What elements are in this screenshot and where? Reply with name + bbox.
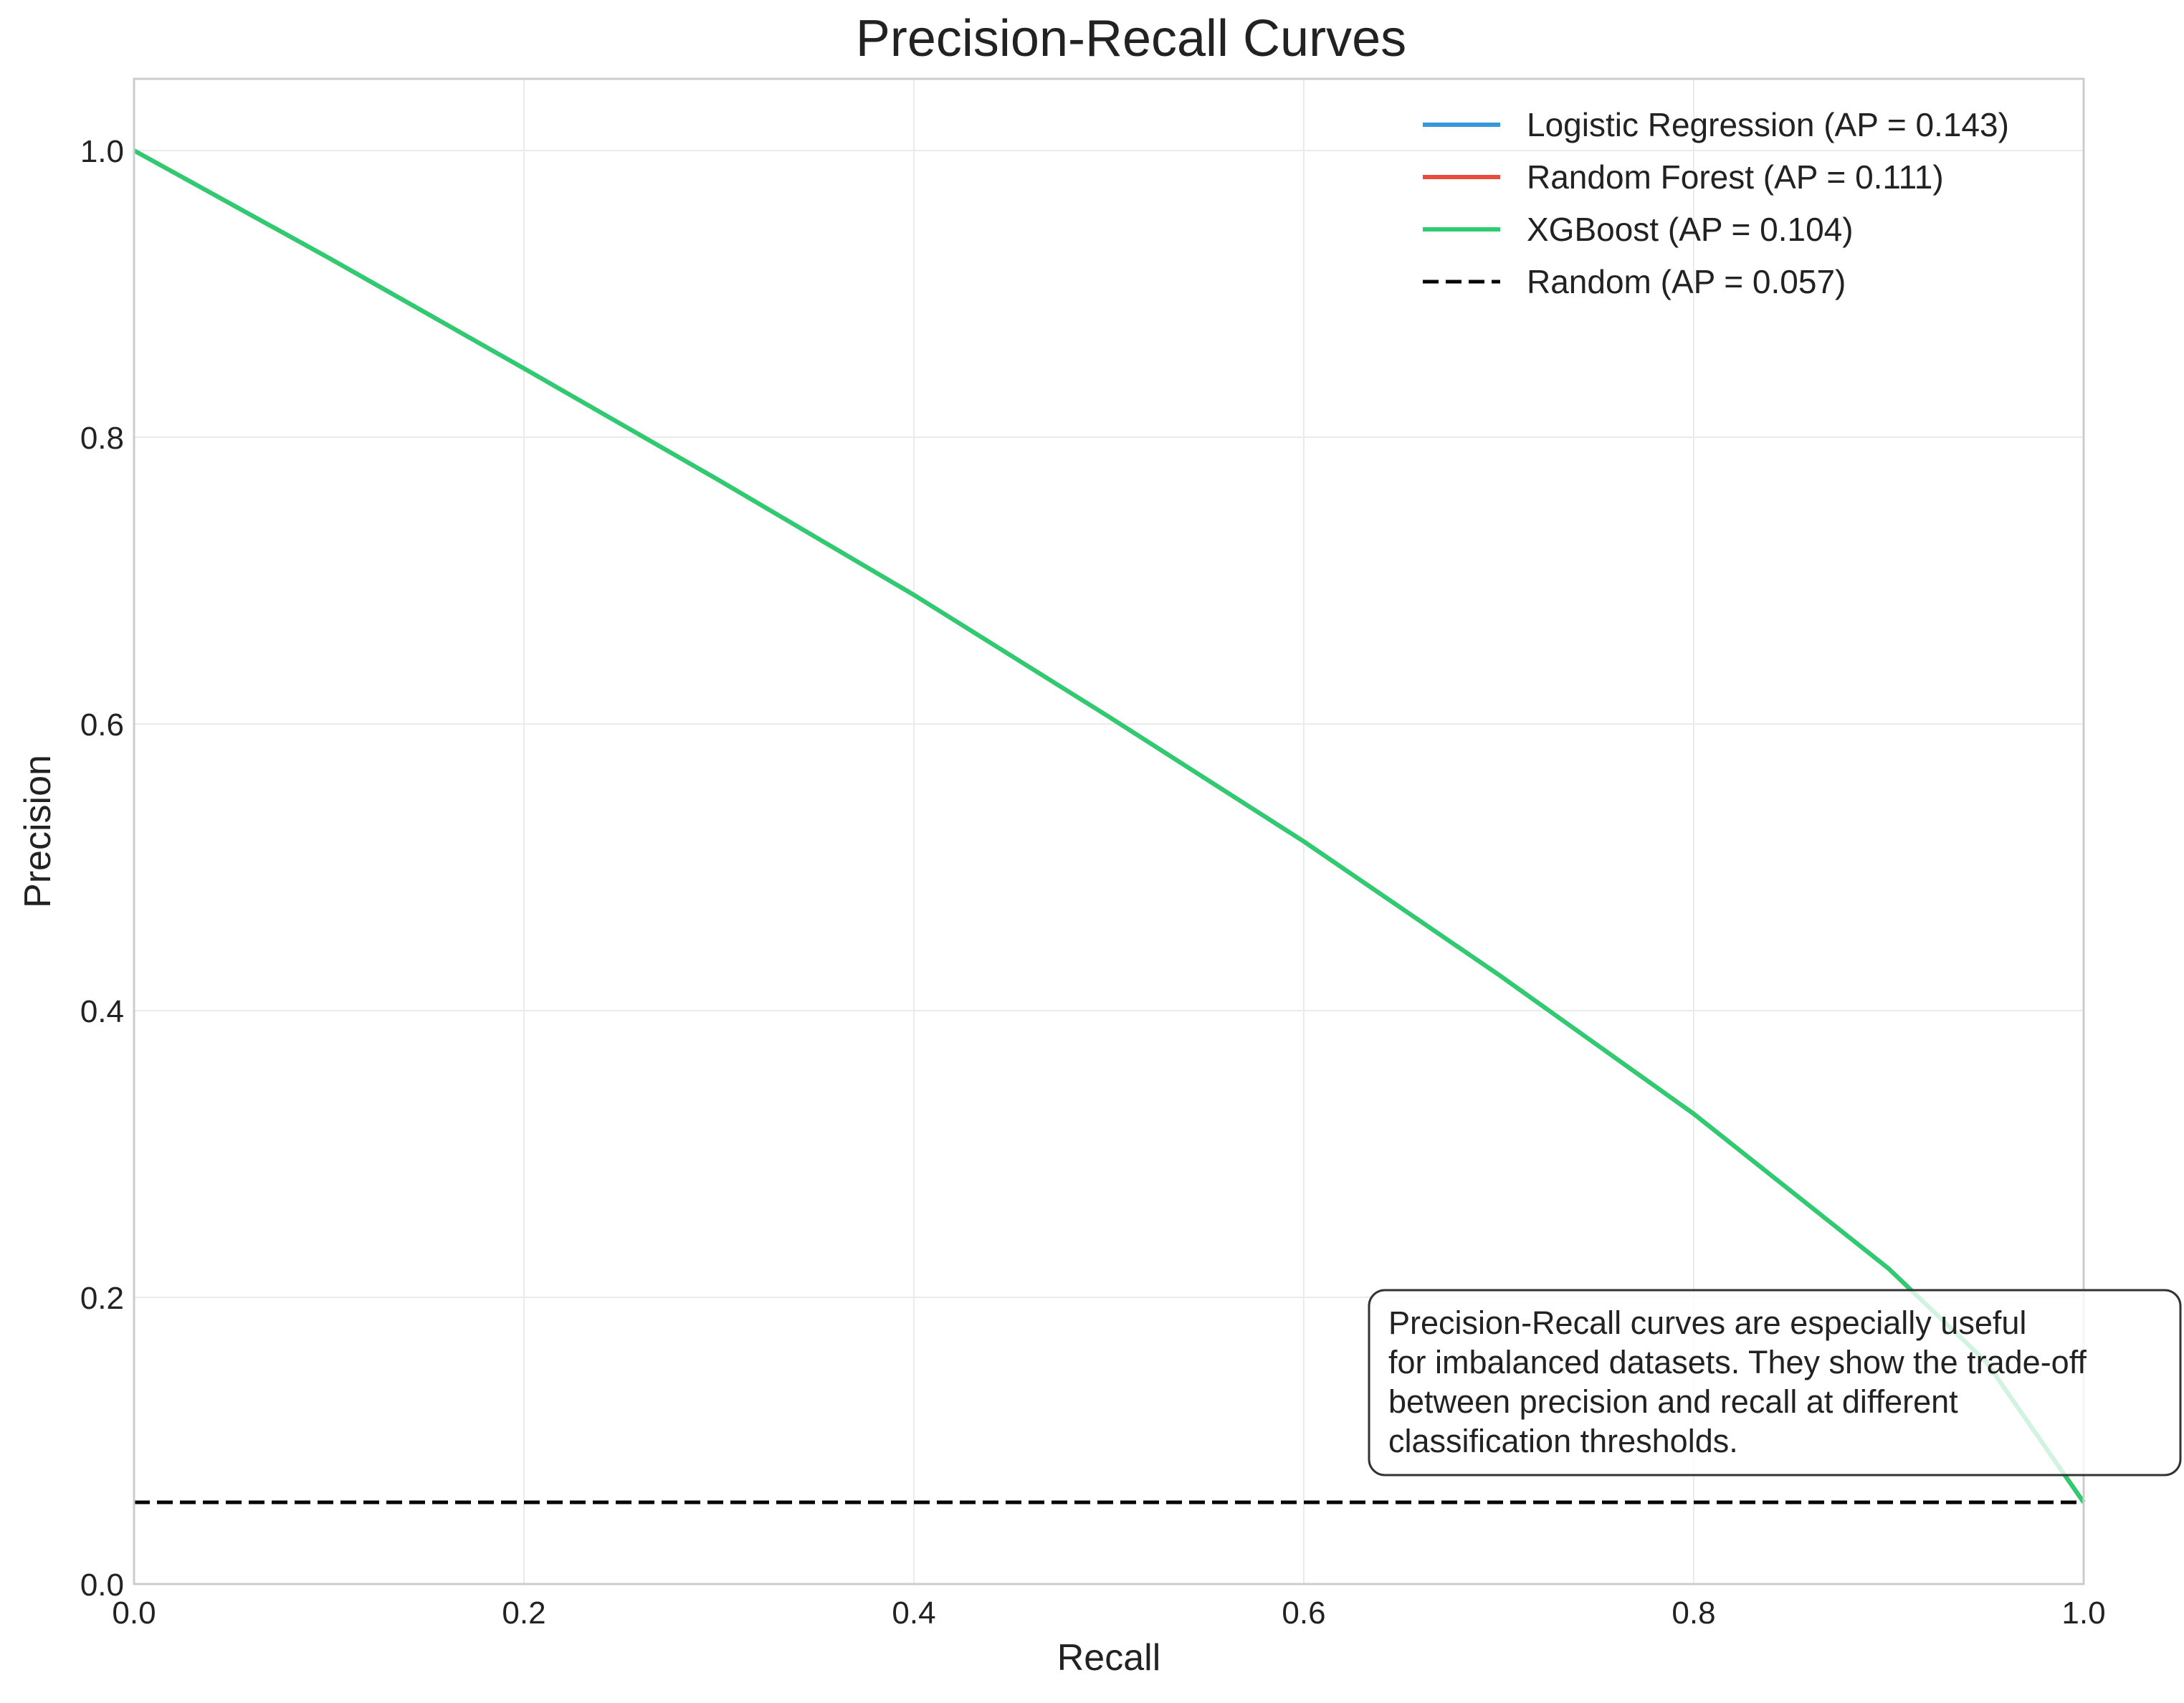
series-lines [133, 148, 2086, 1504]
legend-label: Random Forest (AP = 0.111) [1527, 158, 1944, 196]
annotation-background [1368, 1289, 2182, 1477]
chart-title: Precision-Recall Curves [856, 10, 1406, 67]
legend: Logistic Regression (AP = 0.143) Random F… [1423, 106, 2009, 300]
legend-label: XGBoost (AP = 0.104) [1527, 211, 1854, 248]
y-tick-label: 0.8 [80, 421, 124, 456]
x-tick-label: 1.0 [2061, 1595, 2105, 1631]
x-tick-label: 0.8 [1672, 1595, 1715, 1631]
plot-frame [133, 77, 2085, 1585]
annotation-line: classification thresholds. [1388, 1423, 1738, 1459]
y-axis-label: Precision [17, 755, 59, 908]
x-tick-label: 0.2 [502, 1595, 545, 1631]
y-tick-label: 1.0 [80, 134, 124, 169]
annotation-box: Precision-Recall curves are especially u… [1368, 1289, 2182, 1477]
annotation-line: Precision-Recall curves are especially u… [1388, 1304, 2026, 1341]
x-tick-label: 0.6 [1282, 1595, 1325, 1631]
x-tick-label: 0.0 [112, 1595, 156, 1631]
legend-label: Random (AP = 0.057) [1527, 263, 1846, 300]
x-tick-label: 0.4 [892, 1595, 935, 1631]
y-tick-label: 0.6 [80, 707, 124, 743]
series-line [133, 148, 2086, 1504]
y-tick-label: 0.4 [80, 994, 124, 1029]
tick-labels: 0.0 0.2 0.4 0.6 0.8 1.0 0.0 0.2 0.4 0.6 0.8 1.0 [80, 134, 2106, 1631]
grid-lines [133, 79, 2084, 1585]
annotation-line: between precision and recall at differen… [1388, 1383, 1958, 1420]
y-tick-label: 0.0 [80, 1568, 124, 1603]
y-tick-label: 0.2 [80, 1281, 124, 1316]
x-axis-label: Recall [1057, 1637, 1161, 1679]
legend-label: Logistic Regression (AP = 0.143) [1527, 106, 2009, 143]
annotation-line: for imbalanced datasets. They show the t… [1388, 1344, 2087, 1380]
